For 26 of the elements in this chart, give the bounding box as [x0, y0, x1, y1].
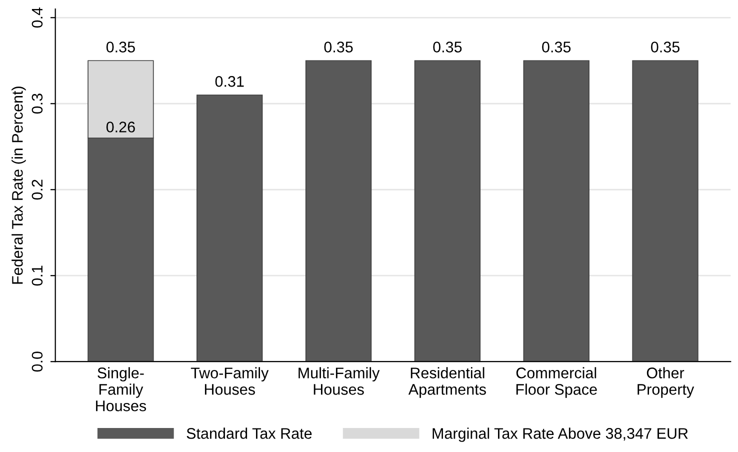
y-tick-label: 0.4 — [32, 7, 43, 28]
data-label: 0.26 — [106, 122, 135, 132]
total-label: 0.31 — [215, 76, 244, 87]
bar — [523, 60, 590, 362]
x-tick-label: Two-Family Houses — [190, 367, 269, 395]
legend-label: Standard Tax Rate — [186, 428, 312, 439]
total-label: 0.35 — [106, 42, 135, 52]
y-axis-title: Federal Tax Rate (in Percent) — [12, 86, 26, 284]
legend-label: Marginal Tax Rate Above 38,347 EUR — [432, 428, 688, 442]
x-tick-label: Other Property — [638, 367, 694, 398]
bar — [305, 60, 372, 362]
x-tick-label: Multi-Family Houses — [298, 367, 380, 395]
x-tick-label: Commercial Floor Space — [516, 367, 597, 398]
y-tick-label: 0.1 — [32, 266, 43, 286]
x-tick-label: Single- Family Houses — [96, 367, 146, 412]
bar — [414, 60, 481, 362]
x-tick-label: Residential Apartments — [408, 367, 486, 398]
total-label: 0.35 — [324, 42, 353, 52]
total-label: 0.35 — [542, 42, 571, 52]
y-tick-label: 0.2 — [32, 180, 43, 200]
total-label: 0.35 — [651, 42, 680, 52]
y-tick-label: 0.0 — [32, 352, 43, 372]
bar — [196, 94, 263, 362]
y-tick-label: 0.3 — [32, 94, 43, 114]
bar — [632, 60, 698, 362]
total-label: 0.35 — [433, 42, 462, 52]
